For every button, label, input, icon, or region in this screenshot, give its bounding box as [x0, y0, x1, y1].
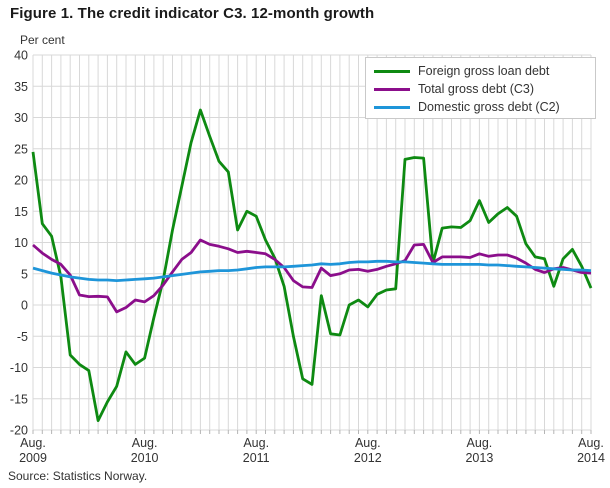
legend-label: Foreign gross loan debt — [418, 64, 550, 78]
legend-swatch-foreign-line — [374, 69, 410, 73]
x-axis-labels: Aug.2009Aug.2010Aug.2011Aug.2012Aug.2013… — [19, 436, 605, 465]
svg-text:2010: 2010 — [131, 451, 159, 465]
svg-text:25: 25 — [14, 142, 28, 156]
series-domestic-gross-debt-c2 — [32, 259, 592, 283]
svg-text:Aug.: Aug. — [20, 436, 46, 450]
svg-text:-5: -5 — [17, 330, 28, 344]
svg-text:2014: 2014 — [577, 451, 605, 465]
svg-text:2013: 2013 — [465, 451, 493, 465]
svg-text:Aug.: Aug. — [467, 436, 493, 450]
y-axis-unit-label: Per cent — [20, 33, 65, 47]
svg-text:2009: 2009 — [19, 451, 47, 465]
y-axis-labels: -20 -15 -10 -5 0 5 10 15 20 25 30 35 40 — [10, 49, 28, 438]
svg-text:Aug.: Aug. — [132, 436, 158, 450]
svg-text:2011: 2011 — [243, 451, 270, 465]
series-foreign-gross-loan-debt — [31, 108, 593, 423]
svg-text:5: 5 — [21, 267, 28, 281]
svg-text:20: 20 — [14, 174, 28, 188]
svg-text:2012: 2012 — [354, 451, 382, 465]
series-total-gross-debt-c3 — [32, 238, 592, 314]
svg-text:15: 15 — [14, 205, 28, 219]
figure-title: Figure 1. The credit indicator C3. 12-mo… — [10, 5, 375, 22]
legend-swatch-total-line — [374, 87, 410, 91]
svg-text:35: 35 — [14, 80, 28, 94]
legend-label: Total gross debt (C3) — [418, 82, 535, 96]
svg-text:Aug.: Aug. — [355, 436, 381, 450]
svg-text:Aug.: Aug. — [243, 436, 269, 450]
gridlines — [32, 54, 592, 431]
svg-text:0: 0 — [21, 299, 28, 313]
svg-text:30: 30 — [14, 111, 28, 125]
x-axis-ticks — [32, 430, 592, 434]
legend-item: Foreign gross loan debt — [374, 62, 587, 80]
legend-item: Total gross debt (C3) — [374, 80, 587, 98]
svg-text:-10: -10 — [10, 361, 28, 375]
svg-text:-20: -20 — [10, 424, 28, 438]
svg-text:-15: -15 — [10, 392, 28, 406]
svg-text:10: 10 — [14, 236, 28, 250]
legend: Foreign gross loan debt Total gross debt… — [365, 57, 596, 119]
svg-text:40: 40 — [14, 49, 28, 63]
svg-text:Aug.: Aug. — [578, 436, 604, 450]
legend-label: Domestic gross debt (C2) — [418, 100, 560, 114]
source-note: Source: Statistics Norway. — [8, 469, 148, 483]
legend-swatch-domestic-line — [374, 105, 410, 109]
legend-item: Domestic gross debt (C2) — [374, 98, 587, 116]
